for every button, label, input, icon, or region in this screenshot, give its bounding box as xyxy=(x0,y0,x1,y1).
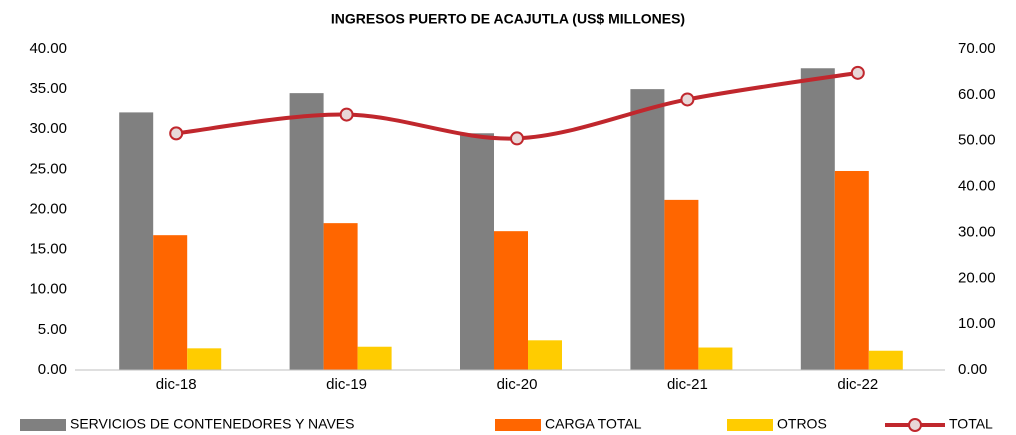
x-tick-label: dic-18 xyxy=(156,376,197,393)
legend-label: OTROS xyxy=(777,416,827,432)
bar xyxy=(800,68,835,370)
x-tick-label: dic-20 xyxy=(497,376,538,393)
legend-swatch xyxy=(908,418,922,432)
bar xyxy=(630,89,665,370)
y2-tick-label: 10.00 xyxy=(958,315,996,332)
y-tick-label: 25.00 xyxy=(29,160,67,177)
bar xyxy=(834,170,869,370)
y-tick-label: 35.00 xyxy=(29,80,67,97)
legend-swatch xyxy=(20,419,66,431)
legend-label: SERVICIOS DE CONTENEDORES Y NAVES xyxy=(70,416,354,432)
y-tick-label: 0.00 xyxy=(38,361,67,378)
line-marker xyxy=(850,65,865,80)
line-marker xyxy=(680,92,695,107)
bar xyxy=(494,231,528,370)
bar xyxy=(289,93,324,370)
bar xyxy=(664,199,699,370)
y2-tick-label: 50.00 xyxy=(958,132,996,149)
legend-label: CARGA TOTAL xyxy=(545,416,642,432)
bar xyxy=(460,133,494,370)
y-tick-label: 5.00 xyxy=(38,321,67,338)
y2-tick-label: 0.00 xyxy=(958,361,987,378)
y-tick-label: 40.00 xyxy=(29,40,67,57)
bar xyxy=(698,347,733,370)
x-tick-label: dic-19 xyxy=(326,376,367,393)
legend-swatch xyxy=(727,419,773,431)
y-tick-label: 10.00 xyxy=(29,281,67,298)
legend-label: TOTAL xyxy=(949,416,993,432)
line xyxy=(175,70,859,141)
bar xyxy=(119,112,154,371)
line-marker xyxy=(169,126,184,141)
bar xyxy=(153,235,188,370)
y-tick-label: 15.00 xyxy=(29,241,67,258)
line-marker xyxy=(339,107,354,122)
y2-tick-label: 20.00 xyxy=(958,269,996,286)
y2-tick-label: 60.00 xyxy=(958,86,996,103)
chart-title: INGRESOS PUERTO DE ACAJUTLA (US$ MILLONE… xyxy=(331,11,685,27)
bar xyxy=(187,348,222,370)
y2-tick-label: 40.00 xyxy=(958,178,996,195)
x-tick-label: dic-21 xyxy=(667,376,708,393)
bar xyxy=(868,350,903,370)
y2-tick-label: 30.00 xyxy=(958,223,996,240)
y2-tick-label: 70.00 xyxy=(958,40,996,57)
bar xyxy=(323,223,358,370)
x-tick-label: dic-22 xyxy=(837,376,878,393)
bar xyxy=(528,340,562,370)
bar xyxy=(357,346,392,370)
legend-swatch xyxy=(495,419,541,431)
line-marker xyxy=(510,131,524,146)
y-tick-label: 30.00 xyxy=(29,120,67,137)
y-tick-label: 20.00 xyxy=(29,200,67,217)
